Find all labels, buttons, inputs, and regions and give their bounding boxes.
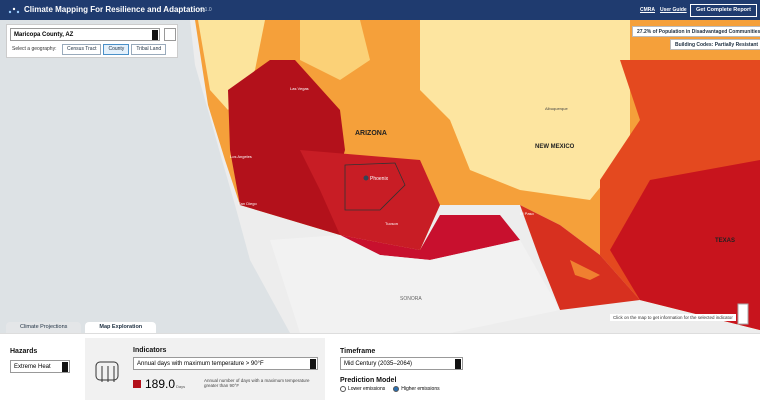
place-label: El Paso: [520, 211, 535, 216]
report-button[interactable]: Get Complete Report: [690, 4, 758, 17]
place-label: Las Vegas: [290, 86, 309, 91]
radio-label: Lower emissions: [348, 386, 386, 392]
geography-label: Select a geography:: [12, 46, 57, 52]
indicator-value: 189.0: [145, 377, 176, 391]
zoom-control[interactable]: [737, 303, 749, 325]
place-label: Albuquerque: [545, 106, 568, 111]
version: v1.1.0: [198, 7, 212, 13]
timeframe-label: Timeframe: [340, 348, 376, 355]
region: [610, 160, 760, 330]
geography-button[interactable]: Census Tract: [62, 44, 102, 55]
place-label: ARIZONA: [355, 130, 387, 137]
header: Climate Mapping For Resilience and Adapt…: [0, 0, 760, 20]
map[interactable]: ARIZONA NEW MEXICO TEXAS SONORA Phoenix Las V…: [0, 20, 760, 333]
region: [570, 260, 600, 280]
region: [520, 205, 640, 310]
geography-button[interactable]: Tribal Land: [131, 44, 167, 55]
selected-county: [344, 162, 406, 211]
badge: Building Codes: Partially Resistant: [670, 39, 760, 50]
region: [420, 20, 630, 200]
place-label: Los Angeles: [230, 154, 252, 159]
radio[interactable]: [340, 386, 346, 392]
region: [340, 215, 520, 260]
place-label: Phoenix: [370, 176, 389, 182]
region: [198, 20, 265, 110]
place-label: SONORA: [400, 296, 422, 302]
map-hint: Click on the map to get information for …: [610, 314, 736, 321]
region: [228, 60, 345, 235]
radio-label: Higher emissions: [401, 386, 440, 392]
radio-option[interactable]: Lower emissions: [340, 386, 385, 392]
geography-button[interactable]: County: [103, 44, 130, 55]
nav-link[interactable]: CMRA: [640, 7, 655, 13]
model-label: Prediction Model: [340, 377, 397, 384]
place-label: San Diego: [238, 201, 257, 206]
search-input[interactable]: Maricopa County, AZ: [10, 28, 160, 41]
timeframe-select[interactable]: Mid Century (2035–2064): [340, 357, 463, 370]
app-title: Climate Mapping For Resilience and Adapt…: [24, 5, 206, 14]
model-group: Lower emissions Higher emissions: [340, 386, 440, 392]
legend-swatch: [133, 380, 141, 388]
indicator-select[interactable]: Annual days with maximum temperature > 9…: [133, 357, 318, 370]
indicators-label: Indicators: [133, 347, 167, 354]
tab[interactable]: Map Exploration: [85, 322, 157, 333]
radio-option[interactable]: Higher emissions: [393, 386, 440, 392]
logo: [8, 7, 20, 14]
hazards-label: Hazards: [10, 348, 38, 355]
region: [300, 150, 440, 250]
tab[interactable]: Climate Projections: [6, 322, 82, 333]
geography-group: Census Tract County Tribal Land: [62, 44, 167, 55]
mountains: [270, 235, 560, 333]
locate-button[interactable]: [164, 28, 176, 41]
badge: 27.2% of Population in Disadvantaged Com…: [632, 26, 760, 37]
indicator-description: Annual number of days with a maximum tem…: [204, 378, 310, 388]
nav-link[interactable]: User Guide: [660, 7, 687, 13]
place-label: TEXAS: [715, 238, 735, 244]
tabs: Climate Projections Map Exploration: [6, 322, 157, 333]
region: [300, 20, 370, 80]
place-label: Tucson: [385, 221, 398, 226]
heat-icon: [95, 361, 119, 382]
place-label: NEW MEXICO: [535, 144, 575, 150]
hazard-select[interactable]: Extreme Heat: [10, 360, 70, 373]
unit: Days: [176, 384, 186, 389]
pin: [363, 175, 369, 181]
radio[interactable]: [393, 386, 400, 392]
